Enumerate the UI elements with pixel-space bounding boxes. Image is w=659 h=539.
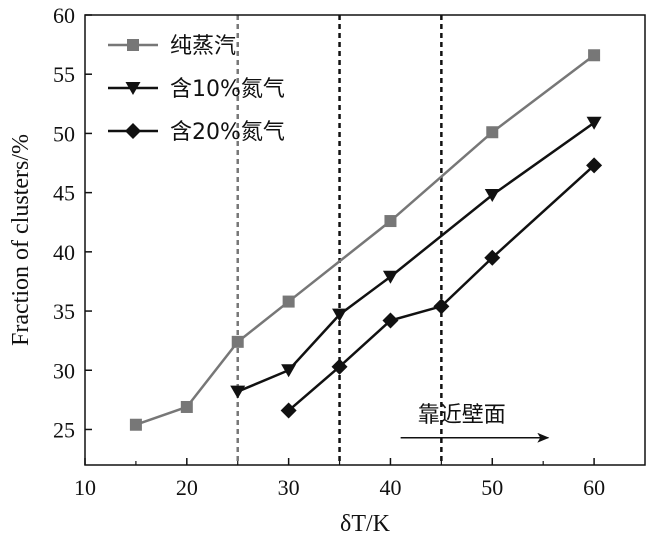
series-1 [230,116,602,399]
data-point-0-5 [486,126,499,139]
x-tick-label-3: 40 [379,475,401,500]
data-point-1-3 [382,270,398,284]
legend-item-1: 含10%氮气 [108,77,285,102]
series-line-1 [237,121,595,393]
y-tick-label-7: 60 [53,3,75,28]
y-tick-label-4: 45 [53,181,75,206]
data-point-2-1 [331,358,348,375]
data-point-2-3 [433,298,450,315]
data-point-1-5 [586,116,602,130]
data-point-1-0 [230,385,246,399]
data-point-0-2 [231,335,244,348]
y-tick-label-0: 25 [53,417,75,442]
y-tick-label-5: 50 [53,121,75,146]
data-point-1-2 [332,308,348,322]
series-line-2 [287,164,595,412]
x-tick-label-0: 10 [74,475,96,500]
plot-frame [84,14,646,466]
data-point-2-2 [382,312,399,329]
data-point-0-3 [282,295,295,308]
x-tick-label-4: 50 [481,475,503,500]
legend-label-0: 纯蒸汽 [170,34,236,59]
x-tick-label-1: 20 [176,475,198,500]
series-layer [129,49,603,431]
legend-item-0: 纯蒸汽 [108,34,236,59]
annotation: 靠近壁面 [400,403,550,443]
data-point-1-1 [281,364,297,378]
x-axis-title: δT/K [340,511,391,537]
axis-ticks: 10 20 30 40 50 60 25 30 35 40 45 50 55 60 [53,3,605,500]
legend-label-2: 含20%氮气 [170,120,285,145]
series-2 [280,157,603,419]
legend-marker-2 [125,123,141,139]
x-tick-label-2: 30 [278,475,300,500]
annotation-text: 靠近壁面 [418,403,506,428]
legend-marker-0 [127,39,139,51]
reference-lines [236,15,443,465]
x-tick-label-5: 60 [583,475,605,500]
data-point-2-4 [484,249,501,266]
y-axis-title: Fraction of clusters/% [8,134,34,346]
data-point-2-0 [280,402,297,419]
series-0 [129,49,601,431]
y-tick-label-1: 30 [53,358,75,383]
data-point-1-4 [484,189,500,202]
legend-item-2: 含20%氮气 [108,120,285,145]
series-line-0 [135,54,595,426]
y-tick-label-2: 35 [53,299,75,324]
data-point-0-4 [384,215,397,228]
y-tick-label-6: 55 [53,62,75,87]
legend-marker-1 [125,82,141,95]
data-point-0-0 [129,418,142,431]
data-point-0-6 [588,49,601,62]
y-tick-label-3: 40 [53,240,75,265]
legend-label-1: 含10%氮气 [170,77,285,102]
data-point-0-1 [180,400,193,413]
data-point-2-5 [586,157,603,174]
